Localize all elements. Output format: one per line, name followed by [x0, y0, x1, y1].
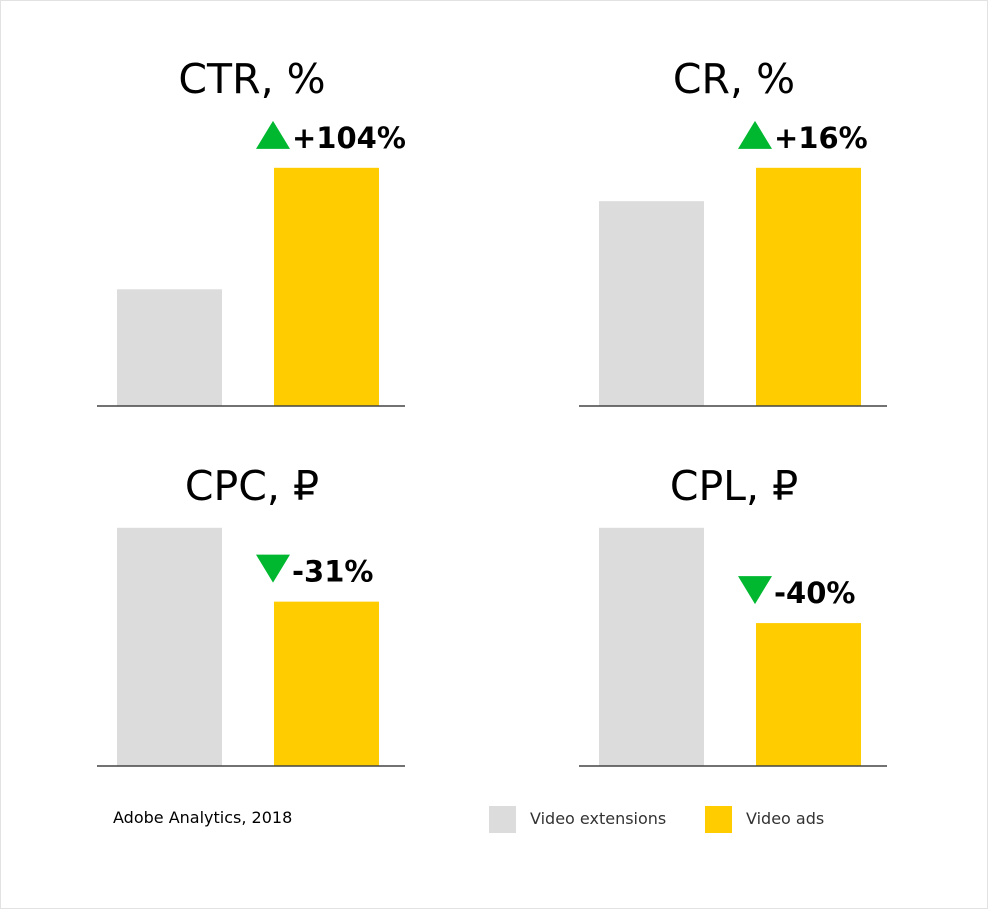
triangle-down-icon [256, 554, 290, 583]
legend-swatch [489, 805, 516, 833]
change-label: -31% [292, 555, 373, 589]
bar-video-ads [274, 601, 379, 766]
triangle-down-icon [738, 576, 772, 605]
bar-video-extensions [117, 289, 222, 406]
legend-swatch [705, 805, 732, 833]
change-label: +16% [774, 121, 868, 155]
chart-svg: -40% [579, 527, 887, 767]
triangle-up-icon [738, 120, 772, 149]
triangle-up-icon [256, 120, 290, 149]
bar-video-extensions [599, 527, 704, 766]
chart-svg: -31% [97, 527, 405, 767]
change-label: +104% [292, 121, 406, 155]
chart-svg: +104% [97, 120, 406, 407]
change-label: -40% [774, 576, 855, 610]
bar-video-extensions [599, 201, 704, 406]
chart-svg: +16% [579, 120, 887, 407]
chart-title: CPC, ₽ [184, 462, 320, 510]
chart-panel-cr: CR, % +16% [579, 55, 889, 407]
legend-item-video-extensions: Video extensions [489, 805, 666, 833]
legend-label: Video ads [746, 809, 825, 828]
bar-video-extensions [117, 527, 222, 766]
chart-title: CTR, % [178, 55, 326, 103]
bar-video-ads [756, 167, 861, 406]
bar-video-ads [756, 623, 861, 766]
source-note: Adobe Analytics, 2018 [113, 808, 293, 827]
chart-title: CPL, ₽ [669, 462, 799, 510]
chart-panel-ctr: CTR, % +104% [97, 55, 407, 407]
bar-video-ads [274, 167, 379, 406]
chart-panel-cpc: CPC, ₽ -31% [97, 462, 407, 767]
chart-title: CR, % [672, 55, 796, 103]
chart-panel-cpl: CPL, ₽ -40% [579, 462, 889, 767]
legend-label: Video extensions [530, 809, 667, 828]
legend-item-video-ads: Video ads [705, 805, 824, 833]
